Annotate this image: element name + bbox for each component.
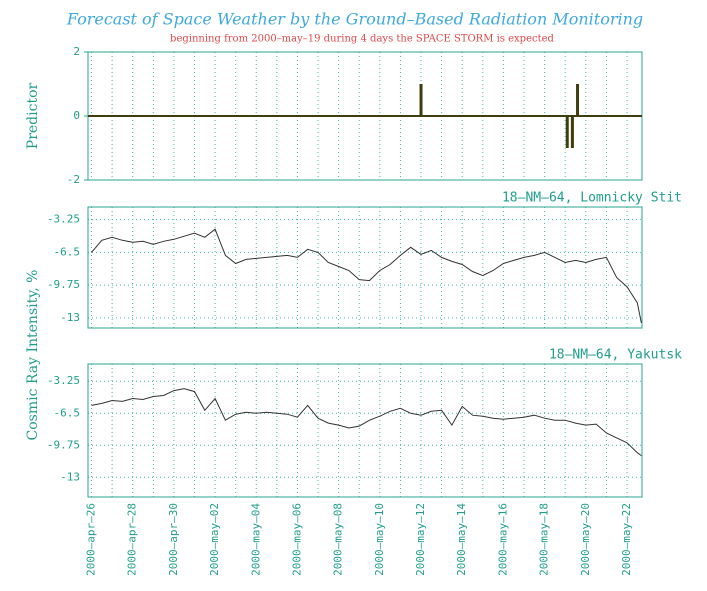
subtitle: beginning from 2000–may–19 during 4 days… bbox=[170, 34, 554, 45]
x-tick-label: 2000–apr–30 bbox=[167, 503, 180, 576]
x-tick-label: 2000–may–12 bbox=[414, 503, 427, 576]
plot-frame bbox=[87, 363, 643, 498]
intensity-line bbox=[91, 228, 642, 324]
x-tick-label: 2000–may–10 bbox=[373, 503, 386, 576]
x-tick-label: 2000–may–14 bbox=[455, 503, 468, 576]
y-axis-label: Predictor bbox=[25, 82, 41, 149]
y-tick-label: -13 bbox=[60, 311, 80, 324]
x-tick-label: 2000–may–22 bbox=[620, 503, 633, 576]
plot-frame bbox=[87, 206, 643, 329]
panel-title: 18–NM–64, Yakutsk bbox=[549, 348, 682, 363]
x-tick-label: 2000–may–16 bbox=[496, 503, 509, 576]
y-tick-label: -6.5 bbox=[54, 245, 81, 258]
title: Forecast of Space Weather by the Ground–… bbox=[66, 10, 643, 29]
y-tick-label: -9.75 bbox=[47, 438, 80, 451]
bar bbox=[576, 84, 580, 116]
panel-title: 18–NM–64, Lomnicky Stit bbox=[502, 191, 682, 206]
y-tick-label: -13 bbox=[60, 470, 80, 483]
x-tick-label: 2000–may–18 bbox=[538, 503, 551, 576]
y-tick-label: -3.25 bbox=[47, 374, 80, 387]
bar bbox=[570, 116, 574, 148]
y-tick-label: -6.5 bbox=[54, 406, 81, 419]
y-tick-label: 2 bbox=[73, 45, 80, 58]
bar bbox=[419, 84, 423, 116]
x-tick-label: 2000–apr–26 bbox=[85, 503, 98, 576]
intensity-line bbox=[91, 388, 642, 457]
x-tick-label: 2000–apr–28 bbox=[126, 503, 139, 576]
y-tick-label: -3.25 bbox=[47, 213, 80, 226]
x-tick-label: 2000–may–04 bbox=[249, 503, 262, 576]
y-tick-label: 0 bbox=[73, 109, 80, 122]
bar bbox=[565, 116, 569, 148]
x-tick-label: 2000–may–08 bbox=[332, 503, 345, 576]
y-axis-label: Cosmic Ray Intensity, % bbox=[25, 270, 41, 441]
x-tick-label: 2000–may–20 bbox=[579, 503, 592, 576]
y-tick-label: -2 bbox=[67, 173, 80, 186]
x-tick-label: 2000–may–02 bbox=[208, 503, 221, 576]
x-tick-label: 2000–may–06 bbox=[290, 503, 303, 576]
y-tick-label: -9.75 bbox=[47, 278, 80, 291]
